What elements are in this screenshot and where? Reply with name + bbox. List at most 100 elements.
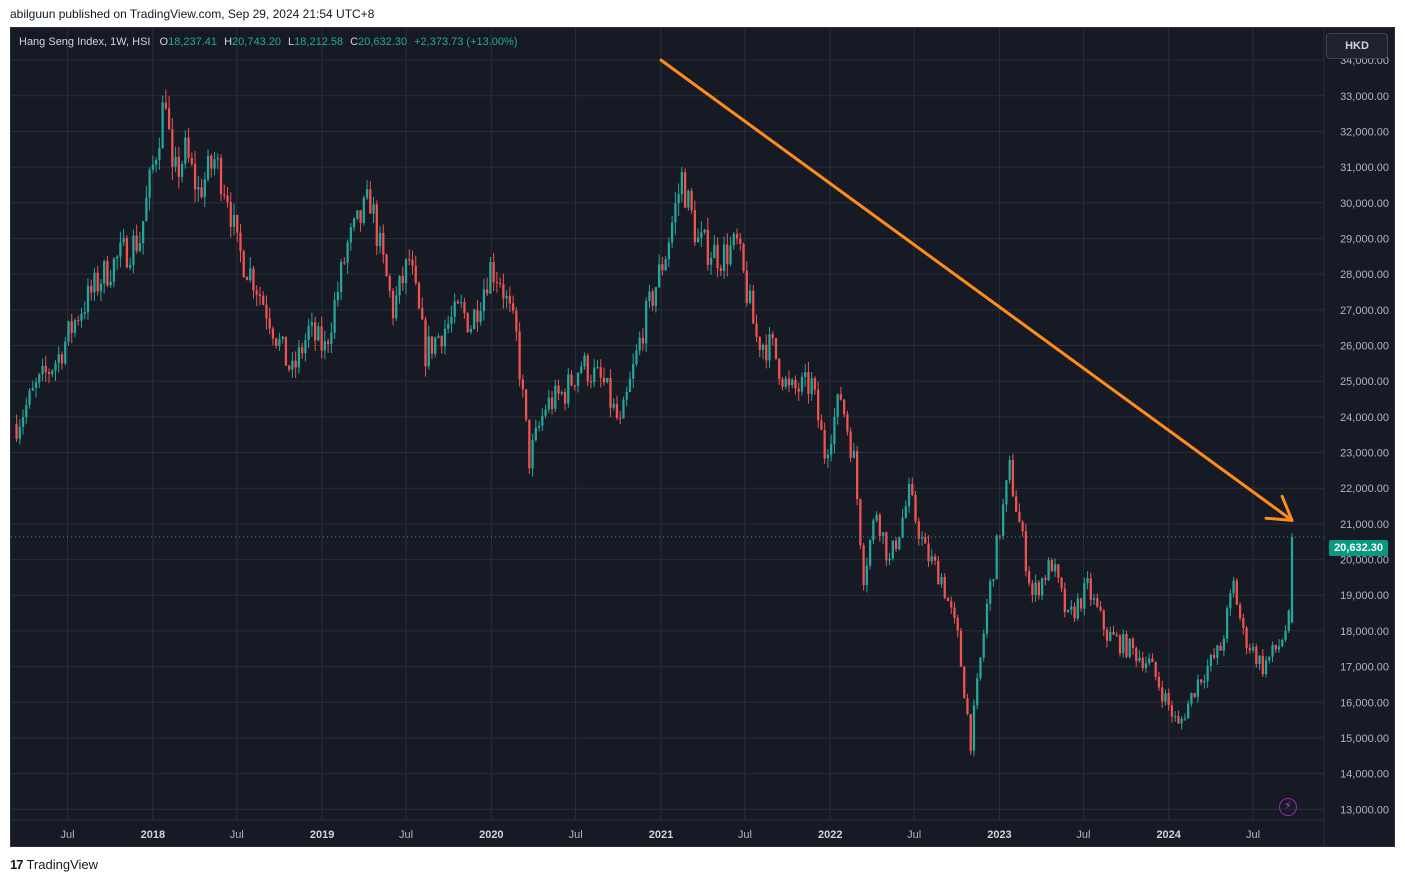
candle — [969, 713, 972, 756]
candle — [797, 382, 800, 402]
candle — [700, 221, 703, 248]
candle-body — [1281, 639, 1284, 647]
candle — [907, 477, 911, 513]
candle — [761, 343, 765, 360]
currency-button[interactable]: HKD — [1326, 33, 1388, 59]
candle — [716, 237, 719, 278]
candle-body — [28, 390, 31, 405]
candle — [1073, 602, 1076, 623]
candle-body — [1290, 537, 1294, 623]
candle-body — [1002, 504, 1005, 536]
candle — [365, 180, 369, 200]
candle-body — [560, 392, 563, 394]
candle-body — [141, 221, 145, 244]
candle — [1203, 674, 1206, 689]
candle — [1187, 700, 1190, 719]
candle-body — [995, 535, 998, 580]
candle — [229, 192, 232, 238]
trend-arrow-line — [659, 58, 1294, 522]
candle-body — [21, 417, 25, 427]
candle — [314, 316, 317, 352]
candle — [326, 338, 330, 353]
candle — [1177, 710, 1180, 725]
candle-body — [67, 321, 70, 342]
candle — [576, 371, 580, 393]
candle — [369, 181, 372, 214]
candle-body — [362, 197, 365, 223]
candle — [1135, 646, 1138, 668]
candle — [456, 299, 460, 304]
candle — [1170, 700, 1174, 723]
candle — [1063, 582, 1066, 618]
candle — [476, 300, 479, 333]
candle-body — [44, 365, 47, 373]
candle — [924, 532, 927, 544]
chart-canvas[interactable]: 13,000.00 14,000.00 15,000.00 16,000.00 17,0… — [11, 28, 1394, 846]
candle — [453, 293, 456, 324]
candle — [90, 279, 93, 301]
candle — [317, 322, 320, 342]
lightning-icon[interactable]: ⚡ — [1279, 798, 1297, 816]
candle-body — [226, 195, 229, 203]
candle-body — [748, 290, 752, 303]
candle-body — [210, 155, 213, 169]
candle-body — [843, 399, 846, 415]
candle-body — [583, 355, 586, 367]
candle — [596, 359, 599, 369]
candle-body — [239, 232, 242, 252]
candle-body — [534, 427, 537, 440]
candle — [839, 386, 843, 401]
candle-body — [1099, 606, 1102, 611]
candle — [709, 251, 713, 275]
candle — [1050, 558, 1053, 572]
candle — [80, 307, 83, 328]
candle — [109, 269, 112, 289]
candle-body — [989, 581, 992, 604]
candle-body — [112, 258, 116, 282]
candle — [518, 322, 521, 387]
candle — [404, 257, 408, 295]
candle-body — [875, 514, 878, 521]
candle — [437, 333, 440, 339]
candle-body — [1063, 588, 1066, 612]
candle — [161, 95, 164, 149]
candle — [1190, 692, 1193, 707]
candle-body — [73, 320, 77, 333]
candle — [541, 408, 544, 432]
candle — [976, 672, 979, 710]
candle-body — [177, 156, 180, 177]
chart-frame[interactable]: 13,000.00 14,000.00 15,000.00 16,000.00 17,0… — [10, 27, 1395, 847]
candle — [820, 414, 823, 431]
candle — [612, 398, 615, 411]
candle — [434, 336, 437, 358]
candle — [1164, 689, 1167, 706]
candle-body — [982, 633, 985, 658]
candle-body — [38, 374, 41, 383]
candle — [735, 228, 739, 245]
candle-body — [401, 275, 404, 284]
candle — [508, 286, 512, 313]
tradingview-footer[interactable]: 17 TradingView — [10, 857, 98, 872]
candle-body — [622, 399, 625, 419]
candle-body — [914, 495, 917, 522]
candle-body — [1112, 632, 1115, 635]
candle-body — [849, 431, 852, 458]
candle-body — [586, 355, 589, 382]
candle — [1180, 716, 1183, 730]
candle-body — [758, 337, 761, 350]
symbol-title[interactable]: Hang Seng Index, 1W, HSI — [19, 36, 151, 48]
candle — [125, 235, 129, 269]
x-tick-label: Jul — [907, 829, 921, 841]
candle-body — [508, 295, 512, 304]
candle-body — [894, 540, 898, 550]
candle-body — [661, 264, 664, 271]
candle — [940, 572, 943, 588]
candle — [307, 318, 310, 349]
candle-body — [463, 302, 466, 314]
candle-body — [524, 389, 528, 420]
candle-body — [911, 483, 914, 496]
candle-body — [447, 323, 450, 329]
candle — [278, 332, 281, 351]
candle — [1125, 630, 1128, 659]
candle-body — [528, 419, 531, 469]
